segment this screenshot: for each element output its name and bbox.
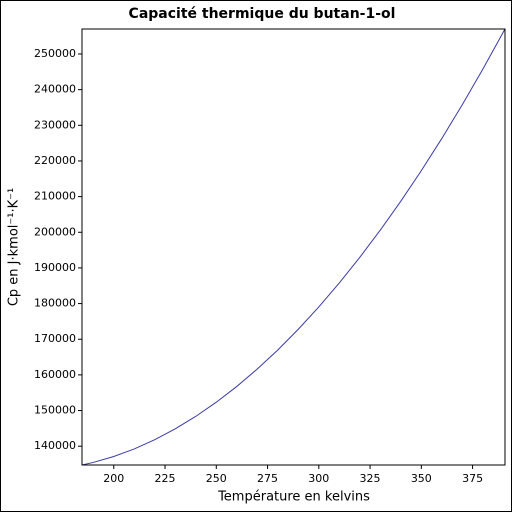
chart-title: Capacité thermique du butan-1-ol xyxy=(129,6,396,22)
x-tick-label: 275 xyxy=(257,472,278,485)
y-axis-label: Cp en J·kmol⁻¹·K⁻¹ xyxy=(7,188,22,306)
x-tick-label: 375 xyxy=(462,472,483,485)
x-tick-label: 300 xyxy=(308,472,329,485)
y-tick-label: 150000 xyxy=(34,404,76,417)
plot-frame xyxy=(81,28,506,466)
y-tick-label: 250000 xyxy=(34,47,76,60)
y-tick-label: 190000 xyxy=(34,261,76,274)
y-tick-label: 140000 xyxy=(34,439,76,452)
x-tick-label: 200 xyxy=(103,472,124,485)
y-tick-label: 200000 xyxy=(34,225,76,238)
y-tick-label: 160000 xyxy=(34,368,76,381)
y-tick-label: 210000 xyxy=(34,190,76,203)
x-tick-label: 350 xyxy=(411,472,432,485)
y-tick-label: 240000 xyxy=(34,83,76,96)
x-tick-label: 250 xyxy=(206,472,227,485)
y-tick-label: 170000 xyxy=(34,332,76,345)
y-tick-label: 230000 xyxy=(34,118,76,131)
x-tick-label: 325 xyxy=(360,472,381,485)
x-axis-label: Température en kelvins xyxy=(217,490,370,505)
y-tick-label: 220000 xyxy=(34,154,76,167)
data-line xyxy=(81,28,506,466)
x-tick-label: 225 xyxy=(155,472,176,485)
y-tick-label: 180000 xyxy=(34,297,76,310)
